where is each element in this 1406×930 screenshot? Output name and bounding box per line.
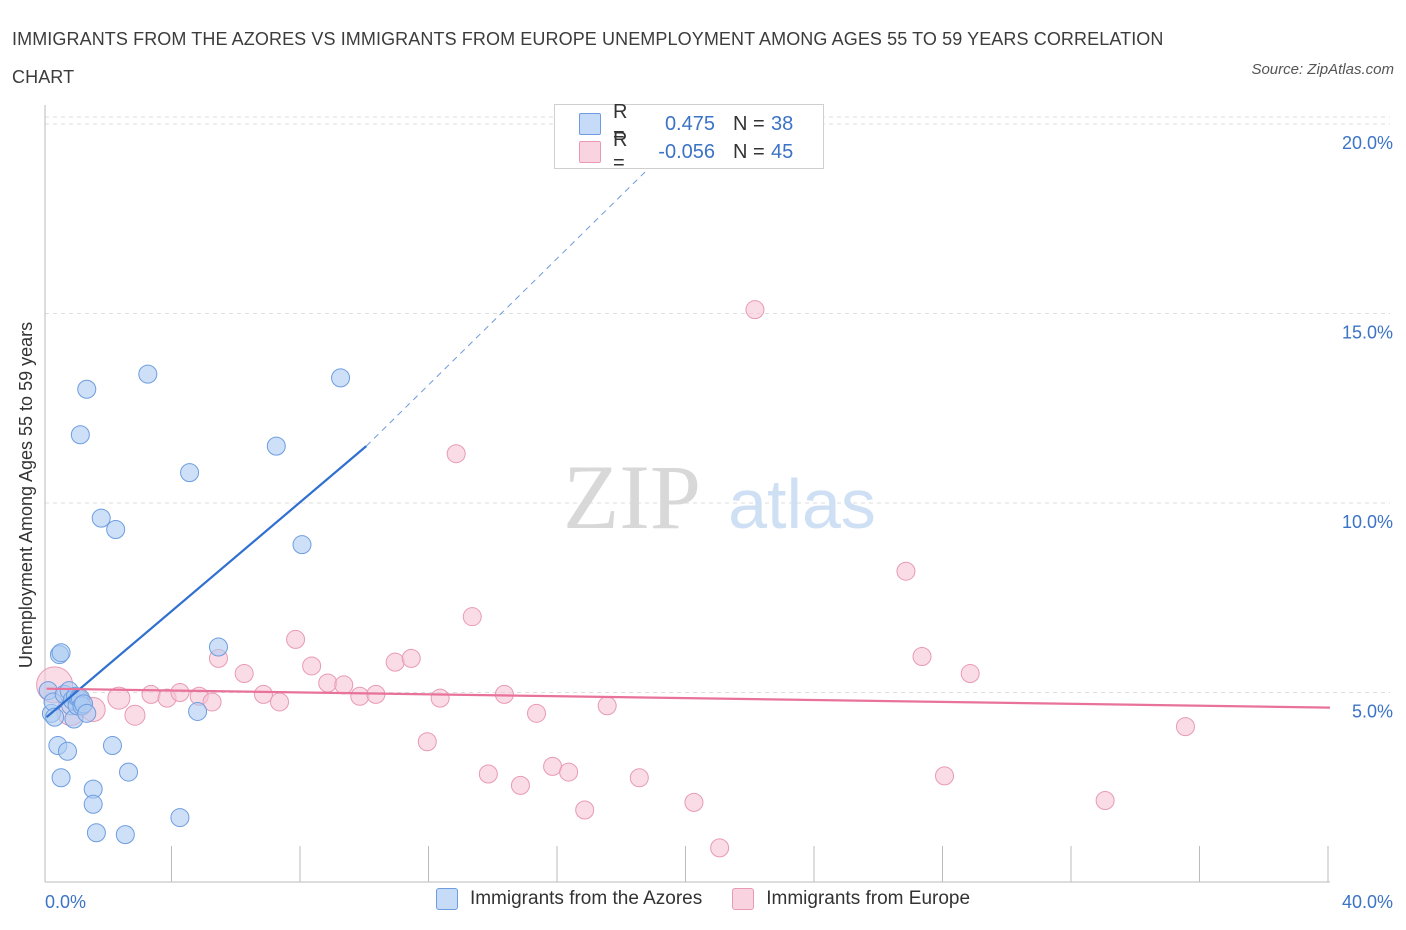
europe-point — [527, 703, 547, 723]
azores-point — [208, 637, 228, 657]
legend-r-label: R = — [613, 101, 628, 146]
watermark-zip: ZIP — [563, 446, 701, 548]
europe-point — [334, 675, 354, 695]
grid-layer — [45, 116, 1390, 693]
axis-layer: 5.0% 10.0% 15.0% 20.0% 0.0% 40.0% — [44, 105, 1393, 912]
chart-title: IMMIGRANTS FROM THE AZORES VS IMMIGRANTS… — [12, 29, 1164, 87]
europe-point — [124, 704, 146, 726]
azores-point — [91, 508, 111, 528]
europe-point — [385, 652, 405, 672]
azores-trend-line — [45, 445, 367, 718]
series-legend-azores[interactable]: Immigrants from the Azores — [435, 888, 703, 910]
correlation-legend: R = 0.475 N = 38 R = -0.056 N = 45 — [554, 101, 824, 174]
y-tick-label: 10.0% — [1342, 512, 1393, 532]
legend-row-azores: R = 0.475 N = 38 — [579, 101, 794, 146]
europe-trend-line — [46, 687, 1331, 709]
azores-point — [170, 808, 190, 828]
azores-point — [77, 703, 97, 723]
azores-point — [45, 707, 65, 727]
legend-swatch-blue — [579, 113, 601, 135]
europe-point — [286, 629, 306, 649]
europe-point — [417, 732, 437, 752]
europe-point — [462, 607, 482, 627]
legend-n-label: N = — [733, 140, 765, 163]
europe-point — [684, 792, 704, 812]
azores-trend-extension — [365, 104, 714, 447]
europe-point — [559, 762, 579, 782]
europe-point — [912, 646, 932, 666]
series-legend-europe[interactable]: Immigrants from Europe — [732, 888, 970, 910]
azores-point — [51, 643, 71, 663]
trend-layer — [45, 104, 1331, 718]
europe-point — [302, 656, 322, 676]
azores-point — [102, 736, 122, 756]
azores-point — [180, 463, 200, 483]
europe-point — [510, 775, 530, 795]
europe-point — [202, 692, 222, 712]
europe-point — [597, 696, 617, 716]
europe-point — [234, 664, 254, 684]
europe-point — [430, 688, 450, 708]
azores-point — [292, 535, 312, 555]
europe-point — [1175, 717, 1195, 737]
azores-point — [57, 741, 77, 761]
x-tick-label: 40.0% — [1342, 892, 1393, 912]
europe-point — [710, 838, 730, 858]
europe-point — [318, 673, 338, 693]
azores-point — [115, 825, 135, 845]
europe-point — [575, 800, 595, 820]
europe-point — [270, 692, 290, 712]
azores-point — [70, 425, 90, 445]
europe-point — [745, 300, 765, 320]
europe-point — [107, 686, 131, 710]
y-tick-label: 20.0% — [1342, 133, 1393, 153]
y-axis-label: Unemployment Among Ages 55 to 59 years — [16, 322, 36, 668]
europe-point — [935, 766, 954, 786]
legend-r-label: R = — [613, 129, 628, 174]
legend-row-europe: R = -0.056 N = 45 — [579, 129, 794, 174]
legend-n-value: 45 — [771, 140, 794, 163]
series-label: Immigrants from Europe — [766, 888, 971, 909]
azores-point — [331, 368, 351, 388]
europe-point — [253, 684, 273, 704]
azores-point — [77, 379, 97, 399]
legend-r-value: 0.475 — [664, 112, 715, 135]
europe-point — [401, 648, 421, 668]
azores-point — [83, 794, 103, 814]
legend-n-value: 38 — [771, 112, 794, 135]
azores-point — [119, 762, 139, 782]
series-label: Immigrants from the Azores — [469, 888, 703, 909]
y-tick-label: 15.0% — [1342, 322, 1393, 342]
azores-point — [106, 520, 126, 540]
azores-point — [188, 701, 208, 721]
europe-point — [478, 764, 498, 784]
europe-point — [170, 682, 190, 702]
europe-point — [543, 756, 563, 776]
azores-point — [138, 364, 158, 384]
azores-point — [266, 436, 286, 456]
watermark-atlas: atlas — [728, 465, 876, 543]
azores-point — [86, 823, 106, 843]
series-swatch-pink — [732, 888, 755, 910]
europe-point — [1095, 791, 1115, 811]
europe-point — [446, 444, 466, 464]
legend-swatch-pink — [579, 141, 601, 163]
europe-point — [350, 686, 370, 706]
europe-point — [629, 768, 649, 788]
y-tick-label: 5.0% — [1352, 701, 1393, 721]
europe-point — [141, 684, 161, 704]
azores-point — [51, 768, 71, 788]
series-legend: Immigrants from the Azores Immigrants fr… — [0, 888, 1406, 910]
europe-point — [960, 664, 980, 684]
europe-point — [896, 561, 916, 581]
legend-r-value: -0.056 — [658, 140, 715, 163]
series-swatch-blue — [435, 888, 458, 910]
legend-n-label: N = — [733, 112, 765, 135]
source-label: Source: ZipAtlas.com — [1251, 61, 1394, 78]
x-tick-label: 0.0% — [45, 892, 86, 912]
